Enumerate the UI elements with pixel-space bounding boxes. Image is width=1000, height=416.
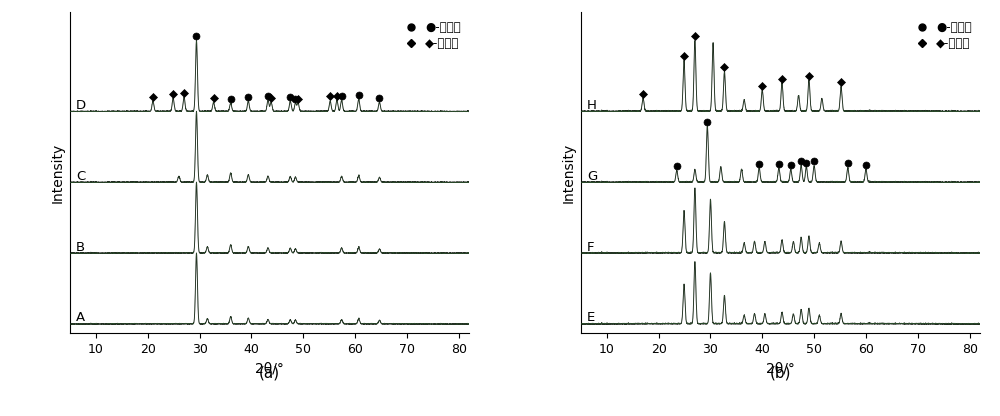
X-axis label: 2θ/°: 2θ/° <box>766 361 795 375</box>
X-axis label: 2θ/°: 2θ/° <box>255 361 284 375</box>
Text: (b): (b) <box>770 366 791 381</box>
Text: (a): (a) <box>259 366 280 381</box>
Legend: ●-方解石, ◆-球霼石: ●-方解石, ◆-球霼石 <box>397 18 463 53</box>
Text: D: D <box>76 99 86 112</box>
Text: G: G <box>587 170 597 183</box>
Text: E: E <box>587 312 595 324</box>
Text: H: H <box>587 99 597 112</box>
Text: C: C <box>76 170 85 183</box>
Text: A: A <box>76 312 85 324</box>
Text: F: F <box>587 240 595 254</box>
Y-axis label: Intensity: Intensity <box>561 143 575 203</box>
Legend: ●-方解石, ◆-球霼石: ●-方解石, ◆-球霼石 <box>908 18 974 53</box>
Y-axis label: Intensity: Intensity <box>50 143 64 203</box>
Text: B: B <box>76 240 85 254</box>
